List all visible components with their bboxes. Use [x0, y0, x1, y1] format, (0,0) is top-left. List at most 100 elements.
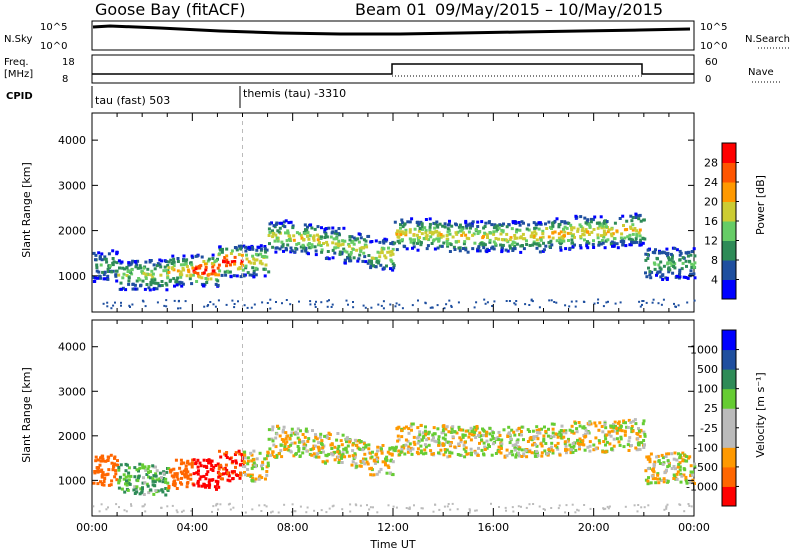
heatmap-cell	[103, 255, 107, 259]
heatmap-cell	[436, 246, 440, 250]
heatmap-cell	[497, 438, 501, 442]
heatmap-cell	[312, 447, 316, 450]
heatmap-cell	[619, 424, 623, 428]
heatmap-cell	[409, 449, 412, 453]
heatmap-cell	[296, 445, 300, 448]
heatmap-cell	[124, 469, 128, 473]
heatmap-cell	[641, 303, 643, 306]
heatmap-cell	[191, 458, 195, 462]
heatmap-cell	[385, 264, 388, 268]
heatmap-cell	[295, 242, 299, 246]
heatmap-cell	[431, 433, 435, 437]
heatmap-cell	[181, 282, 185, 286]
heatmap-cell	[122, 473, 126, 477]
heatmap-cell	[600, 239, 604, 242]
heatmap-cell	[206, 305, 209, 308]
heatmap-cell	[454, 231, 458, 235]
heatmap-cell	[252, 271, 256, 275]
heatmap-cell	[612, 437, 616, 441]
heatmap-cell	[564, 444, 568, 448]
heatmap-cell	[333, 251, 337, 255]
heatmap-cell	[636, 436, 640, 440]
heatmap-cell	[155, 478, 159, 482]
heatmap-cell	[365, 245, 369, 249]
heatmap-cell	[100, 258, 104, 262]
heatmap-cell	[201, 284, 205, 288]
noise-left-tick-bottom: 10^0	[40, 41, 67, 52]
heatmap-cell	[542, 241, 545, 245]
heatmap-cell	[106, 301, 109, 304]
heatmap-cell	[483, 445, 487, 449]
heatmap-cell	[265, 255, 269, 259]
heatmap-cell	[639, 305, 642, 308]
heatmap-cell	[684, 276, 688, 279]
heatmap-cell	[496, 436, 500, 439]
heatmap-cell	[348, 256, 352, 260]
heatmap-cell	[572, 226, 576, 230]
heatmap-cell	[472, 232, 476, 236]
heatmap-cell	[588, 449, 592, 453]
heatmap-cell	[313, 227, 317, 231]
heatmap-cell	[171, 267, 174, 271]
heatmap-cell	[657, 251, 661, 255]
heatmap-cell	[263, 274, 267, 278]
heatmap-cell	[386, 464, 390, 468]
heatmap-cell	[569, 450, 573, 454]
heatmap-cell	[524, 303, 527, 306]
heatmap-cell	[156, 281, 160, 285]
heatmap-cell	[320, 226, 323, 230]
heatmap-cell	[510, 242, 514, 246]
heatmap-cell	[465, 452, 469, 456]
heatmap-cell	[336, 245, 340, 249]
heatmap-cell	[118, 475, 122, 479]
colorbar-segment	[722, 330, 736, 351]
heatmap-cell	[419, 451, 423, 455]
heatmap-cell	[244, 264, 248, 268]
heatmap-cell	[362, 238, 366, 242]
heatmap-cell	[638, 300, 641, 303]
heatmap-cell	[635, 232, 639, 236]
heatmap-cell	[578, 447, 581, 451]
heatmap-cell	[233, 303, 236, 305]
heatmap-cell	[605, 301, 608, 304]
heatmap-cell	[395, 248, 399, 252]
heatmap-cell	[550, 243, 554, 247]
heatmap-cell	[319, 244, 323, 247]
heatmap-cell	[425, 234, 429, 238]
heatmap-cell	[334, 242, 338, 246]
heatmap-cell	[649, 481, 653, 485]
heatmap-cell	[408, 220, 412, 224]
heatmap-cell	[121, 266, 125, 270]
heatmap-cell	[259, 244, 263, 248]
heatmap-cell	[637, 441, 641, 445]
heatmap-cell	[310, 245, 314, 249]
heatmap-cell	[554, 444, 557, 448]
heatmap-cell	[164, 477, 168, 481]
freq-right-tick-bottom: 0	[705, 74, 711, 85]
heatmap-cell	[532, 435, 536, 439]
heatmap-cell	[307, 252, 310, 256]
heatmap-cell	[156, 262, 160, 266]
heatmap-cell	[532, 234, 536, 238]
heatmap-cell	[570, 234, 574, 238]
heatmap-cell	[190, 263, 194, 267]
heatmap-cell	[418, 433, 422, 437]
heatmap-cell	[545, 227, 549, 230]
heatmap-cell	[165, 269, 169, 273]
heatmap-cell	[134, 260, 137, 263]
heatmap-cell	[111, 263, 115, 267]
heatmap-cell	[632, 241, 636, 245]
heatmap-cell	[162, 269, 166, 273]
heatmap-cell	[675, 458, 679, 462]
heatmap-cell	[359, 464, 363, 468]
heatmap-cell	[361, 459, 365, 463]
heatmap-cell	[626, 443, 630, 447]
heatmap-cell	[504, 248, 508, 252]
colorbar-tick-label: 16	[704, 215, 718, 228]
heatmap-cell	[527, 228, 531, 232]
heatmap-cell	[672, 465, 676, 468]
heatmap-cell	[533, 230, 537, 234]
heatmap-cell	[482, 453, 486, 457]
heatmap-cell	[240, 453, 244, 456]
heatmap-cell	[634, 216, 638, 219]
